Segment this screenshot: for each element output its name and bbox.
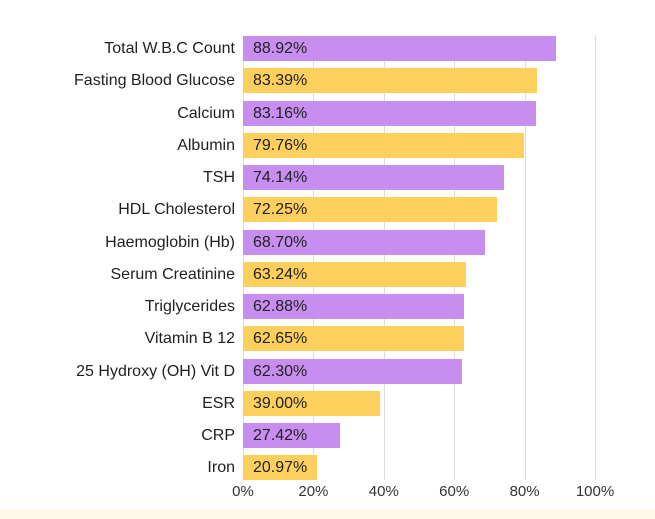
bar: 72.25% — [243, 197, 498, 223]
category-label: ESR — [202, 394, 235, 412]
category-label: TSH — [203, 169, 235, 186]
category-label: Serum Creatinine — [110, 265, 236, 283]
bottom-strip — [0, 509, 655, 519]
bar-row: CRP 27.42% — [0, 423, 655, 448]
bar-row: Serum Creatinine 63.24% — [0, 261, 655, 287]
bar: 62.88% — [243, 294, 465, 319]
bar-row: Calcium 83.16% — [0, 100, 655, 126]
gridline — [383, 36, 385, 480]
bar-row: Fasting Blood Glucose 83.39% — [0, 68, 655, 94]
bar-value-label: 27.42% — [253, 427, 308, 444]
bar: 88.92% — [243, 36, 556, 61]
bar-row: TSH 74.14% — [0, 165, 655, 190]
x-axis-tick-label: 0% — [232, 483, 254, 500]
bar-value-label: 62.65% — [253, 330, 308, 348]
category-label: Vitamin B 12 — [144, 330, 235, 348]
bar: 79.76% — [243, 132, 524, 158]
bar-value-label: 63.24% — [253, 265, 308, 283]
bar-value-label: 74.14% — [253, 169, 308, 186]
gridline — [313, 36, 315, 480]
bar-value-label: 39.00% — [253, 394, 308, 412]
x-axis-tick-label: 100% — [575, 483, 615, 500]
category-label: CRP — [201, 427, 235, 444]
bar-value-label: 72.25% — [253, 201, 308, 219]
category-label: Fasting Blood Glucose — [74, 72, 235, 90]
category-label: Haemoglobin (Hb) — [105, 233, 235, 251]
x-axis-tick-label: 40% — [368, 483, 399, 500]
bar-row: Iron 20.97% — [0, 455, 655, 481]
gridline — [524, 36, 526, 480]
bar-row: ESR 39.00% — [0, 390, 655, 416]
bar-value-label: 83.16% — [253, 104, 308, 122]
gridline — [595, 36, 596, 480]
x-axis-tick-label: 80% — [509, 483, 540, 500]
category-label: 25 Hydroxy (OH) Vit D — [76, 362, 235, 380]
category-label: HDL Cholesterol — [118, 201, 235, 219]
bar-value-label: 79.76% — [253, 136, 308, 154]
bar-row: Albumin 79.76% — [0, 132, 655, 158]
bar-row: HDL Cholesterol 72.25% — [0, 197, 655, 223]
bar-value-label: 62.88% — [253, 298, 308, 315]
bar: 83.39% — [243, 68, 537, 94]
bar-value-label: 88.92% — [253, 40, 308, 57]
category-label: Iron — [207, 459, 235, 477]
bar-row: Haemoglobin (Hb) 68.70% — [0, 229, 655, 255]
category-label: Total W.B.C Count — [104, 40, 235, 57]
bar-value-label: 68.70% — [253, 233, 308, 251]
category-label: Calcium — [177, 104, 235, 122]
gridline — [243, 36, 244, 480]
bar: 62.65% — [243, 326, 464, 352]
bar-row: Vitamin B 12 62.65% — [0, 326, 655, 352]
x-axis-tick-label: 20% — [298, 483, 329, 500]
category-label: Albumin — [177, 136, 235, 154]
gridline — [454, 36, 456, 480]
bar-value-label: 83.39% — [253, 72, 308, 90]
bar: 20.97% — [243, 455, 317, 481]
bar: 39.00% — [243, 390, 381, 416]
bar: 83.16% — [243, 100, 536, 126]
bar-value-label: 20.97% — [253, 459, 308, 477]
bar-row: 25 Hydroxy (OH) Vit D 62.30% — [0, 358, 655, 384]
x-axis-tick-label: 60% — [439, 483, 470, 500]
bar: 63.24% — [243, 261, 466, 287]
category-label: Triglycerides — [144, 298, 235, 315]
bar: 62.30% — [243, 358, 463, 384]
bar-row: Triglycerides 62.88% — [0, 294, 655, 319]
bar: 68.70% — [243, 229, 485, 255]
bar-row: Total W.B.C Count 88.92% — [0, 36, 655, 61]
bar-value-label: 62.30% — [253, 362, 308, 380]
bar: 74.14% — [243, 165, 504, 190]
bar: 27.42% — [243, 423, 340, 448]
